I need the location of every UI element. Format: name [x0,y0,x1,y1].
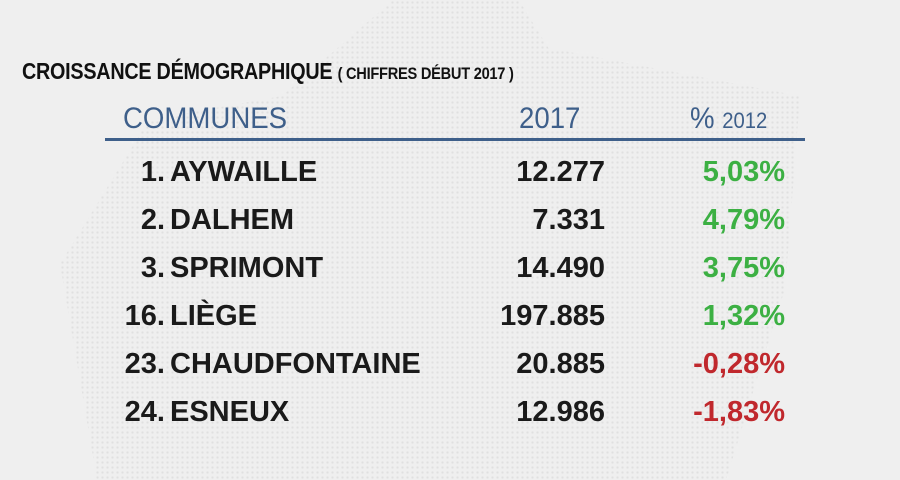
table-row: 16. LIÈGE 197.885 1,32% [0,292,900,340]
table-row: 1. AYWAILLE 12.277 5,03% [0,148,900,196]
population-cell: 12.277 [516,156,605,188]
percent-cell: 4,79% [702,204,785,236]
percent-cell: -0,28% [693,348,785,380]
table-row: 3. SPRIMONT 14.490 3,75% [0,244,900,292]
page-subtitle: ( CHIFFRES DÉBUT 2017 ) [337,64,514,83]
header-divider [105,138,805,141]
population-cell: 7.331 [532,204,605,236]
table-row: 24. ESNEUX 12.986 -1,83% [0,388,900,436]
population-cell: 12.986 [516,396,605,428]
percent-cell: 5,03% [702,156,785,188]
rank-cell: 3. [140,252,165,284]
percent-cell: 3,75% [702,252,785,284]
population-cell: 14.490 [516,252,605,284]
rank-cell: 2. [140,204,165,236]
table-row: 23. CHAUDFONTAINE 20.885 -0,28% [0,340,900,388]
percent-cell: -1,83% [693,396,785,428]
header-pct: % 2012 [690,102,768,135]
population-cell: 197.885 [500,300,605,332]
rank-cell: 1. [140,156,165,188]
commune-cell: DALHEM [170,204,295,236]
table-row: 2. DALHEM 7.331 4,79% [0,196,900,244]
rank-cell: 24. [124,396,165,428]
commune-cell: LIÈGE [170,300,258,332]
rank-cell: 23. [124,348,165,380]
population-cell: 20.885 [516,348,605,380]
header-communes: COMMUNES [123,102,288,135]
commune-cell: CHAUDFONTAINE [170,348,421,380]
commune-cell: SPRIMONT [170,252,324,284]
header-2017: 2017 [519,102,581,135]
commune-cell: AYWAILLE [170,156,318,188]
commune-cell: ESNEUX [170,396,290,428]
page-title: CROISSANCE DÉMOGRAPHIQUE ( CHIFFRES DÉBU… [22,58,514,84]
percent-cell: 1,32% [702,300,785,332]
rank-cell: 16. [124,300,165,332]
